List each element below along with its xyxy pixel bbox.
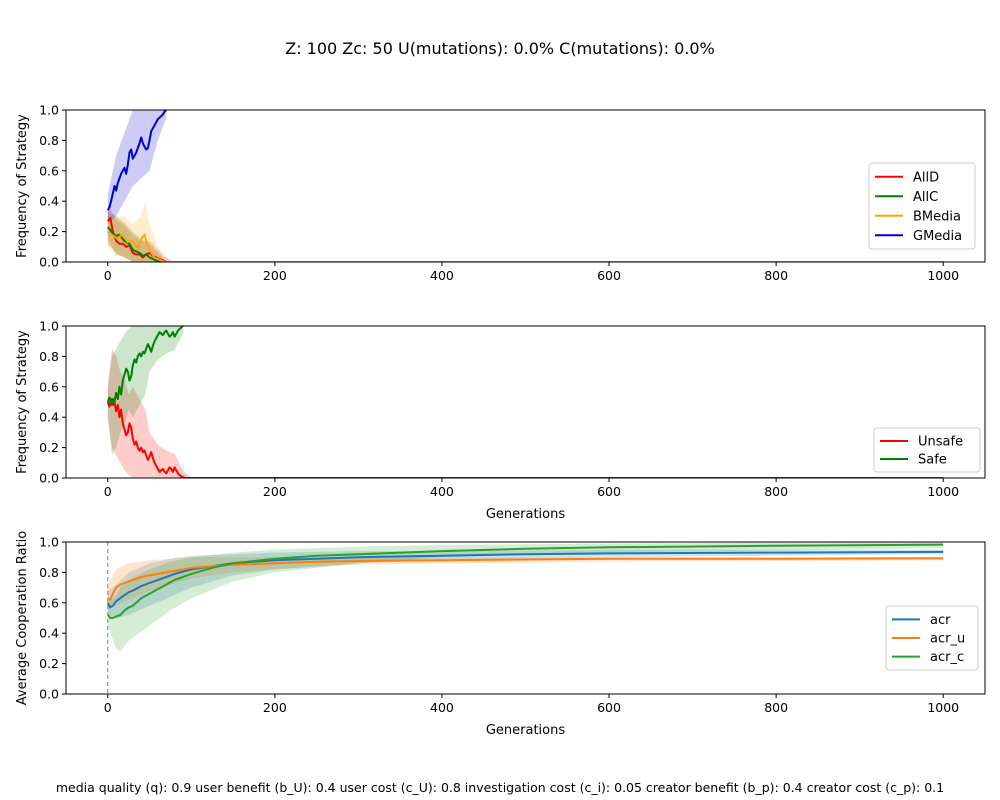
legend-label: GMedia [913,229,962,244]
plot-area [106,542,944,694]
legend-label: Safe [918,453,947,468]
y-tick-label: 0.4 [39,410,59,425]
legend-label: Unsafe [918,435,963,450]
series-line-bmedia [107,230,944,262]
band-alld [107,204,944,262]
y-tick-label: 0.8 [39,565,59,580]
series-line-gmedia [106,110,167,211]
legend-label: AllC [913,190,938,205]
x-tick-label: 800 [764,268,788,283]
band-gmedia [107,110,167,224]
x-tick-label: 0 [104,484,112,499]
legend-box [868,162,976,250]
y-axis-label: Average Cooperation Ratio [15,531,30,706]
axes-frame [65,325,986,479]
plot-area [106,110,944,262]
x-tick-label: 200 [263,484,287,499]
x-tick-label: 1000 [927,700,959,715]
legend-box [885,605,979,671]
y-tick-label: 1.0 [39,319,59,334]
y-tick-label: 1.0 [39,103,59,118]
series-line-unsafe [106,398,944,478]
series-line-acr-u [107,557,944,601]
x-tick-label: 1000 [927,484,959,499]
y-tick-label: 1.0 [39,535,59,550]
band-allc [107,211,944,262]
y-axis-label: Frequency of Strategy [15,330,30,474]
x-tick-label: 600 [597,700,621,715]
x-tick-label: 400 [430,700,454,715]
panel-media-strategies: 0 200 400 600 800 1000 0.0 0.2 0.4 0.6 0.8 1.0 Frequ… [15,103,986,283]
series-line-safe [106,326,184,406]
legend-box [873,427,981,473]
y-tick-label: 0.2 [39,656,59,671]
y-tick-label: 0.4 [39,194,59,209]
legend-label: AllD [913,170,939,185]
y-tick-label: 0.2 [39,224,59,239]
x-tick-label: 0 [104,700,112,715]
band-safe [107,326,183,456]
x-tick-label: 0 [104,268,112,283]
x-tick-label: 600 [597,268,621,283]
band-bmedia [107,201,944,262]
x-tick-label: 200 [263,268,287,283]
plot-area [106,326,944,478]
x-axis-label: Generations [486,723,566,738]
x-tick-label: 200 [263,700,287,715]
axes-frame [65,541,986,695]
x-axis-label: Generations [486,507,566,522]
parameter-caption: media quality (q): 0.9 user benefit (b_U… [56,780,944,795]
legend: acr acr_u acr_c [885,605,979,671]
legend: Unsafe Safe [873,427,981,473]
y-tick-label: 0.6 [39,379,59,394]
series-line-allc [107,226,944,262]
y-tick-label: 0.0 [39,687,59,702]
y-tick-label: 0.0 [39,255,59,270]
panel-cooperation-ratio: 0 200 400 600 800 1000 0.0 0.2 0.4 0.6 0.8 1.0 Avera… [15,531,986,738]
band-acr-u [107,557,944,611]
y-axis-label: Frequency of Strategy [15,114,30,258]
y-tick-label: 0.4 [39,626,59,641]
series-line-acr [106,550,944,609]
x-tick-label: 1000 [927,268,959,283]
figure-title: Z: 100 Zc: 50 U(mutations): 0.0% C(mutat… [285,39,715,58]
legend-label: acr [930,613,951,628]
x-tick-label: 800 [764,484,788,499]
y-tick-label: 0.8 [39,349,59,364]
legend-label: BMedia [913,209,961,224]
x-tick-label: 400 [430,484,454,499]
series-line-alld [107,216,944,262]
panel-creator-strategies: 0 200 400 600 800 1000 0.0 0.2 0.4 0.6 0.8 1.0 Frequ… [15,319,986,522]
legend-label: acr_c [930,650,964,665]
x-tick-label: 800 [764,700,788,715]
band-acr [107,549,944,618]
axes-frame [65,109,986,263]
y-tick-label: 0.6 [39,595,59,610]
y-tick-label: 0.8 [39,133,59,148]
legend-label: acr_u [930,632,965,647]
legend: AllD AllC BMedia GMedia [868,162,976,250]
y-tick-label: 0.2 [39,440,59,455]
band-unsafe [107,348,944,478]
x-tick-label: 600 [597,484,621,499]
y-tick-label: 0.6 [39,163,59,178]
x-tick-label: 400 [430,268,454,283]
series-line-acr-c [107,543,944,619]
y-tick-label: 0.0 [39,471,59,486]
